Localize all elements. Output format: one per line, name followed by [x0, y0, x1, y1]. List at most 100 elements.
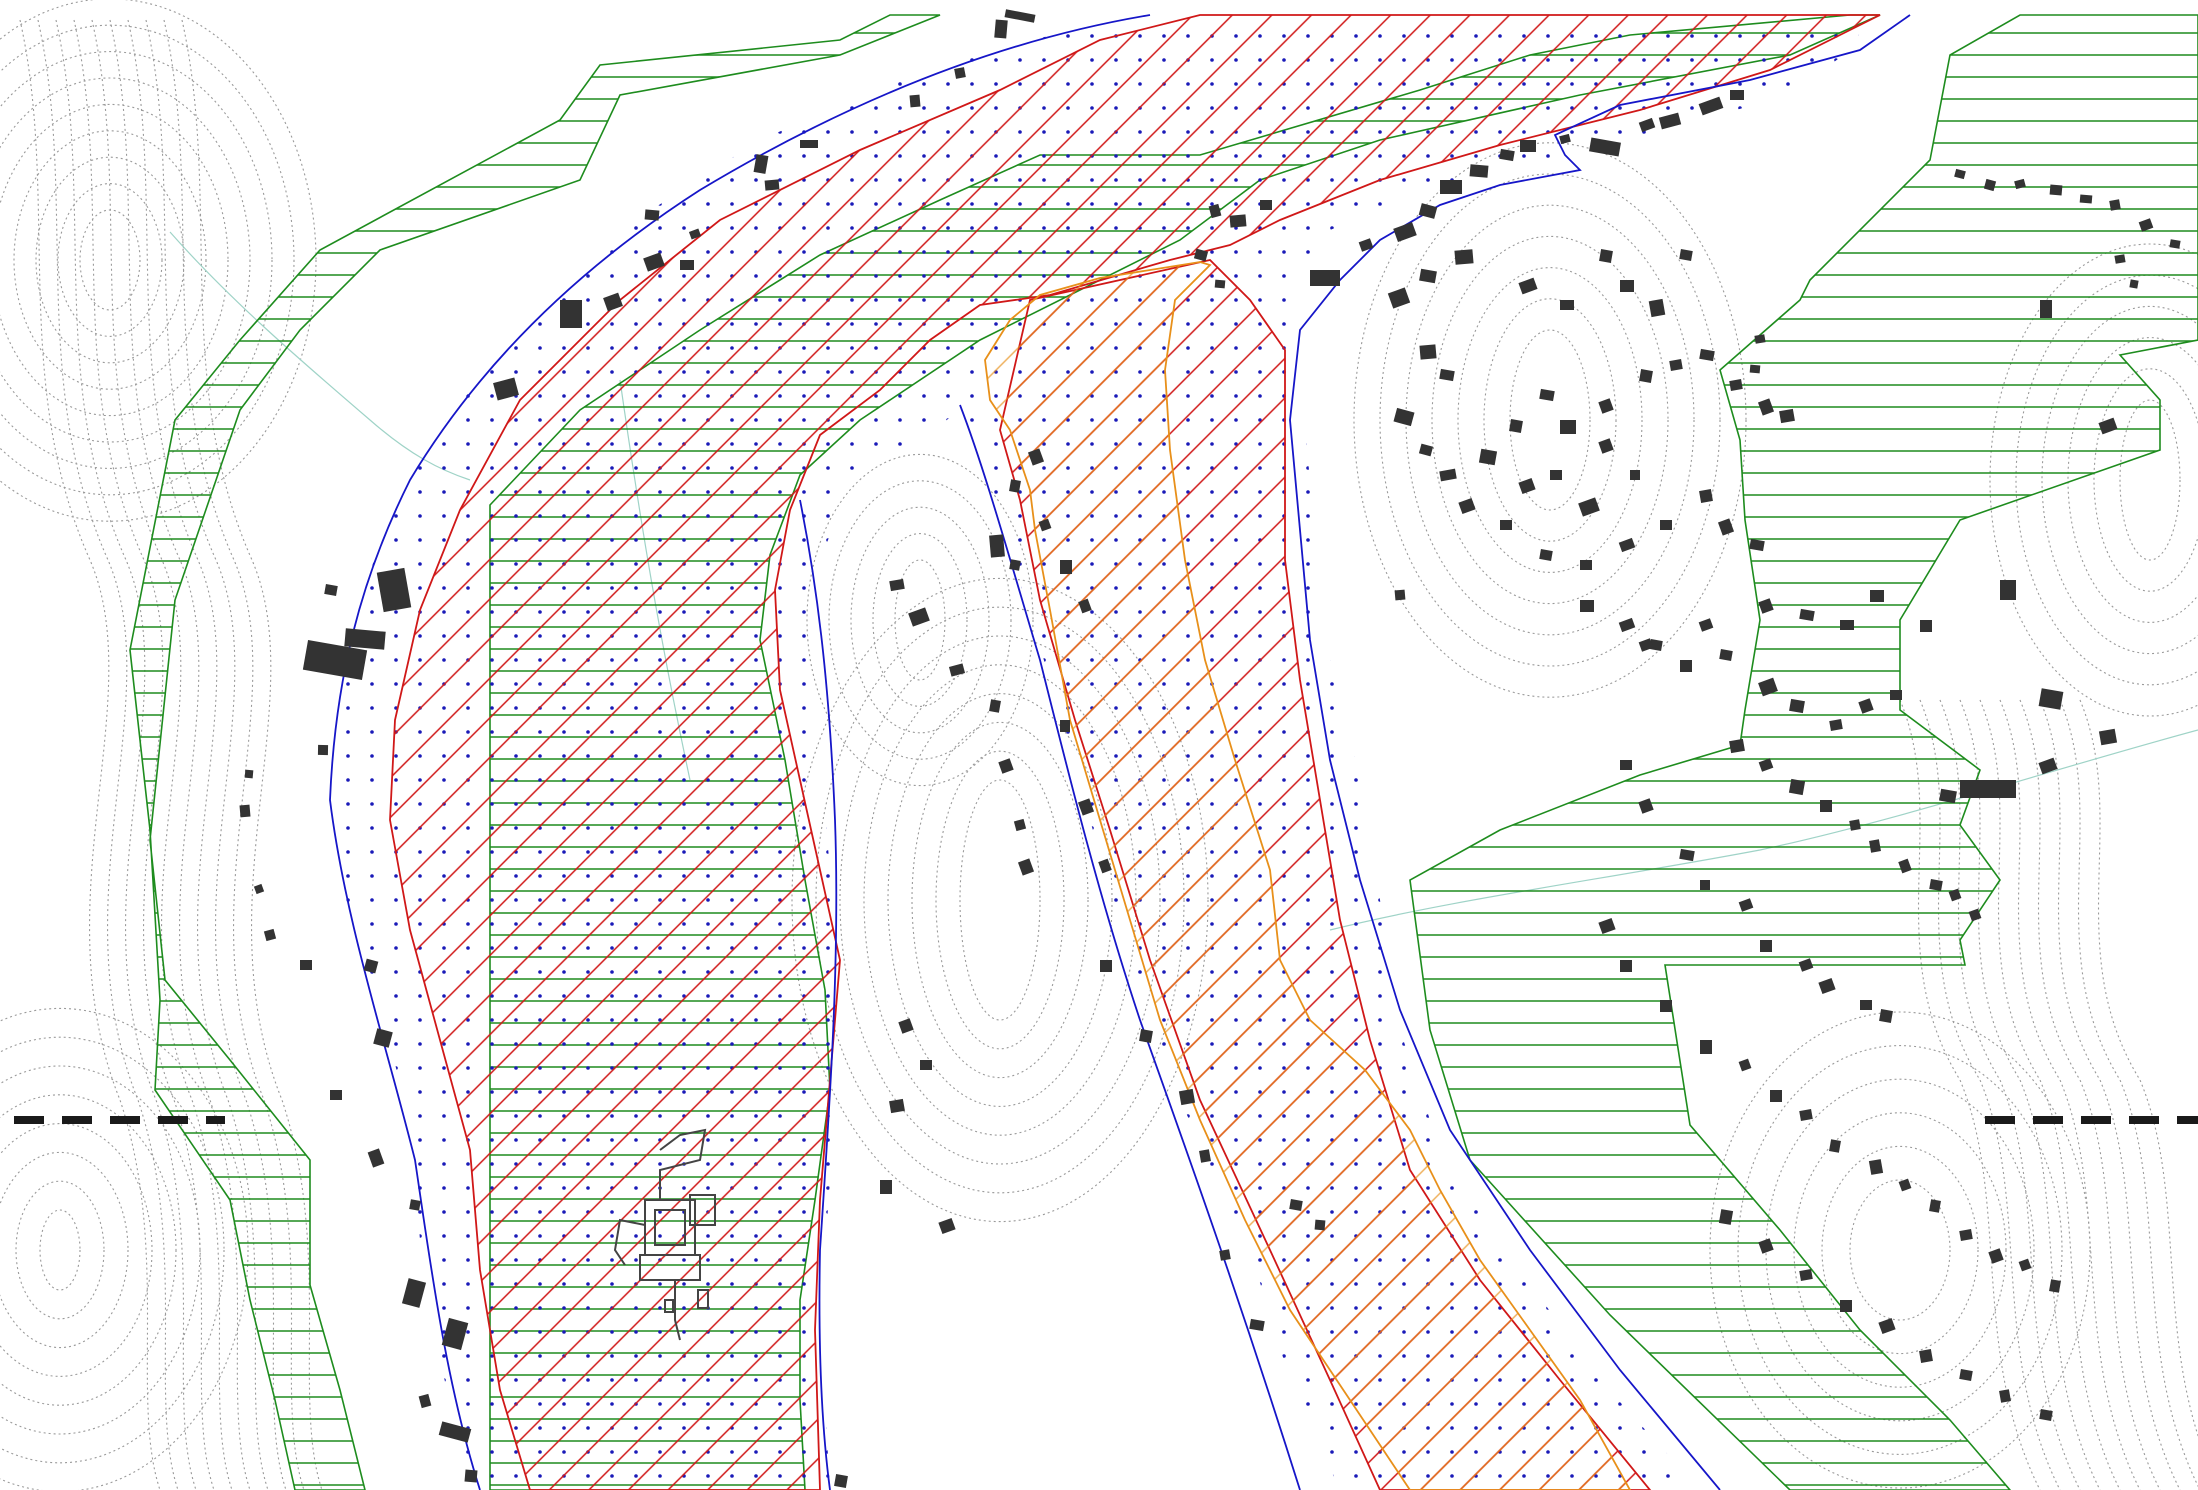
- building-footprint: [1638, 117, 1656, 133]
- building-footprint: [1729, 379, 1743, 391]
- building-footprint: [954, 67, 966, 79]
- building-footprint: [1598, 438, 1614, 454]
- building-footprint: [2038, 688, 2064, 710]
- building-footprint: [1439, 368, 1455, 382]
- building-footprint: [1038, 518, 1052, 532]
- contour-line: [2119, 399, 2181, 561]
- contour-line: [1979, 699, 2121, 1490]
- building-footprint: [1738, 1058, 1752, 1072]
- building-footprint: [2079, 194, 2093, 204]
- contour-line: [1483, 298, 1617, 542]
- building-footprint: [1758, 758, 1774, 772]
- building-footprint: [1939, 788, 1957, 804]
- building-footprint: [1314, 1219, 1326, 1231]
- building-footprint: [1618, 537, 1636, 553]
- inner-blue-boundary: [799, 499, 838, 1490]
- building-footprint: [409, 1199, 421, 1211]
- west-blue-boundary: [329, 14, 1151, 1490]
- west-slope-zone: [129, 14, 941, 1490]
- building-footprint: [1749, 538, 1765, 552]
- contour-line: [911, 721, 1089, 1079]
- contour-line: [894, 559, 946, 681]
- building-footprint: [2109, 199, 2121, 211]
- building-footprint: [880, 1180, 892, 1194]
- building-footprint: [834, 1474, 848, 1488]
- building-footprint: [1060, 560, 1072, 574]
- building-footprint: [1700, 880, 1710, 890]
- contour-line: [0, 1094, 177, 1406]
- building-footprint: [1358, 238, 1374, 252]
- building-footprint: [1638, 798, 1654, 814]
- central-blue-boundary: [959, 404, 1301, 1490]
- building-footprint: [1098, 858, 1112, 874]
- building-footprint: [1699, 348, 1715, 362]
- building-footprint: [1393, 222, 1417, 242]
- building-footprint: [1419, 268, 1437, 284]
- building-footprint: [1920, 620, 1932, 632]
- contour-line: [0, 103, 229, 417]
- building-footprint: [1077, 798, 1095, 816]
- building-footprint: [253, 883, 265, 895]
- building-footprint: [317, 744, 329, 756]
- building-footprint: [1499, 148, 1515, 162]
- building-footprint: [764, 179, 780, 191]
- contour-line: [73, 19, 215, 1490]
- contour-line: [91, 19, 233, 1490]
- building-footprint: [1620, 760, 1632, 770]
- building-footprint: [1698, 618, 1714, 632]
- building-footprint: [753, 154, 769, 174]
- contour-line: [1509, 329, 1591, 511]
- contour-line: [1959, 699, 2101, 1490]
- contour-line: [0, 1036, 225, 1464]
- building-footprint: [1954, 168, 1966, 180]
- contour-line: [55, 19, 197, 1490]
- contour-line: [0, 77, 251, 443]
- building-footprint: [2049, 184, 2063, 196]
- building-footprint: [989, 534, 1005, 558]
- building-footprint: [1518, 477, 1536, 495]
- building-footprint: [2098, 728, 2118, 746]
- building-footprint: [1840, 620, 1854, 630]
- building-footprint: [1580, 600, 1594, 612]
- building-footprint: [1860, 1000, 1872, 1010]
- contour-line: [872, 533, 968, 707]
- building-footprint: [908, 607, 930, 627]
- building-footprint: [1560, 420, 1576, 434]
- building-footprint: [1799, 1269, 1813, 1281]
- building-footprint: [1700, 1040, 1712, 1054]
- contour-line: [0, 24, 295, 496]
- contour-line: [959, 779, 1041, 1021]
- building-footprint: [1789, 698, 1805, 714]
- contour-line: [1821, 1145, 1979, 1355]
- building-footprint: [1757, 398, 1775, 416]
- building-footprint: [1599, 249, 1613, 263]
- building-footprint: [401, 1278, 427, 1308]
- building-footprint: [1890, 690, 1902, 700]
- east-blue-boundary: [1289, 14, 1911, 1490]
- building-footprint: [909, 94, 921, 108]
- building-footprint: [1618, 617, 1636, 633]
- contour-line: [1405, 204, 1695, 636]
- building-footprint: [1960, 780, 2016, 798]
- building-footprint: [1500, 520, 1512, 530]
- building-footprint: [438, 1421, 472, 1443]
- contour-line: [1737, 1045, 2063, 1455]
- building-footprint: [1229, 214, 1247, 228]
- building-footprint: [2000, 580, 2016, 600]
- building-footprint: [1799, 608, 1815, 622]
- building-footprint: [994, 19, 1008, 39]
- contour-line: [0, 1123, 153, 1377]
- building-footprint: [1393, 407, 1415, 427]
- building-footprint: [1898, 858, 1912, 874]
- building-footprint: [1788, 778, 1806, 796]
- contour-line: [39, 1209, 81, 1291]
- building-footprint: [1199, 1149, 1211, 1163]
- building-footprint: [2129, 279, 2139, 289]
- building-footprint: [1249, 1318, 1265, 1332]
- building-footprint: [302, 640, 368, 680]
- contour-line: [19, 19, 161, 1490]
- building-footprint: [1929, 879, 1943, 891]
- building-footprint: [1679, 249, 1693, 261]
- building-footprint: [1754, 334, 1766, 344]
